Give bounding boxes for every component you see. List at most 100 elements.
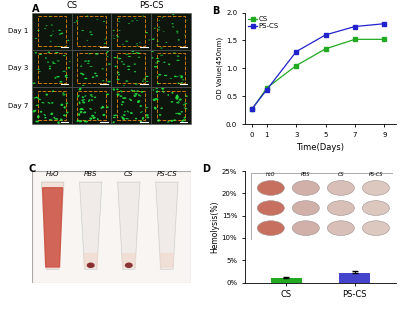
Ellipse shape <box>80 66 82 67</box>
Polygon shape <box>42 182 64 269</box>
Ellipse shape <box>177 113 181 115</box>
Ellipse shape <box>90 66 92 67</box>
Ellipse shape <box>175 76 179 77</box>
Text: PBS: PBS <box>84 171 98 176</box>
Ellipse shape <box>95 53 99 55</box>
Ellipse shape <box>162 88 164 89</box>
Ellipse shape <box>38 99 41 100</box>
Ellipse shape <box>153 38 155 40</box>
Ellipse shape <box>168 94 169 96</box>
PS-CS <box>352 24 357 28</box>
Ellipse shape <box>157 83 160 84</box>
Ellipse shape <box>121 61 123 62</box>
Ellipse shape <box>140 105 142 107</box>
Ellipse shape <box>133 90 135 92</box>
Ellipse shape <box>102 80 104 81</box>
Ellipse shape <box>62 94 66 95</box>
Ellipse shape <box>182 79 184 80</box>
Ellipse shape <box>48 51 50 53</box>
Polygon shape <box>118 182 140 269</box>
Ellipse shape <box>180 82 183 84</box>
Ellipse shape <box>112 121 115 123</box>
Bar <box>117 16 146 46</box>
Text: H₂O: H₂O <box>46 171 59 176</box>
Ellipse shape <box>68 67 70 68</box>
Ellipse shape <box>116 89 118 90</box>
Ellipse shape <box>92 76 94 78</box>
Ellipse shape <box>89 31 92 33</box>
Ellipse shape <box>52 61 54 63</box>
Ellipse shape <box>91 96 94 97</box>
Ellipse shape <box>176 32 178 33</box>
Ellipse shape <box>143 78 146 80</box>
Ellipse shape <box>136 90 139 92</box>
Ellipse shape <box>176 97 179 100</box>
Ellipse shape <box>180 111 183 113</box>
Legend: CS, PS-CS: CS, PS-CS <box>248 16 279 30</box>
Ellipse shape <box>163 31 164 32</box>
Ellipse shape <box>137 52 140 54</box>
Text: A: A <box>32 4 40 14</box>
Ellipse shape <box>37 115 40 118</box>
Bar <box>156 53 185 83</box>
Ellipse shape <box>34 52 37 53</box>
Ellipse shape <box>82 85 84 86</box>
Ellipse shape <box>64 106 66 109</box>
Ellipse shape <box>125 41 128 42</box>
Ellipse shape <box>102 106 104 108</box>
Ellipse shape <box>80 108 84 110</box>
Ellipse shape <box>118 21 120 22</box>
Text: PS-CS: PS-CS <box>156 171 177 176</box>
Ellipse shape <box>171 101 173 103</box>
Ellipse shape <box>160 55 163 56</box>
Ellipse shape <box>114 57 117 58</box>
Ellipse shape <box>178 83 179 84</box>
Ellipse shape <box>171 92 173 94</box>
Ellipse shape <box>55 118 58 120</box>
Ellipse shape <box>155 62 158 63</box>
Ellipse shape <box>49 66 51 67</box>
Ellipse shape <box>52 34 53 35</box>
Ellipse shape <box>156 45 158 46</box>
Ellipse shape <box>40 111 42 113</box>
Ellipse shape <box>157 83 159 84</box>
Ellipse shape <box>84 78 88 79</box>
Polygon shape <box>156 182 178 269</box>
Ellipse shape <box>142 81 144 82</box>
Bar <box>32 50 72 87</box>
Ellipse shape <box>33 110 36 112</box>
Bar <box>72 87 111 124</box>
Polygon shape <box>160 254 174 267</box>
Ellipse shape <box>94 73 96 74</box>
Ellipse shape <box>113 117 116 118</box>
Ellipse shape <box>167 121 170 122</box>
Ellipse shape <box>156 90 158 93</box>
Ellipse shape <box>128 69 130 70</box>
Ellipse shape <box>124 111 126 112</box>
Ellipse shape <box>92 116 96 119</box>
Ellipse shape <box>152 39 154 40</box>
Ellipse shape <box>57 60 60 62</box>
Ellipse shape <box>180 77 183 78</box>
Ellipse shape <box>134 93 138 95</box>
Bar <box>77 16 106 46</box>
Ellipse shape <box>134 18 136 19</box>
Ellipse shape <box>146 114 149 116</box>
Ellipse shape <box>47 62 49 63</box>
Bar <box>77 53 106 83</box>
PS-CS <box>294 50 299 53</box>
Ellipse shape <box>65 75 68 76</box>
Ellipse shape <box>81 30 84 31</box>
Ellipse shape <box>84 121 88 122</box>
Ellipse shape <box>173 52 176 53</box>
Ellipse shape <box>108 63 111 65</box>
Ellipse shape <box>172 23 174 24</box>
Ellipse shape <box>89 53 91 54</box>
Bar <box>117 91 146 121</box>
Ellipse shape <box>52 63 56 64</box>
Ellipse shape <box>78 113 80 116</box>
Ellipse shape <box>146 81 149 82</box>
CS <box>264 86 269 90</box>
Bar <box>339 273 370 283</box>
PS-CS <box>323 33 328 37</box>
